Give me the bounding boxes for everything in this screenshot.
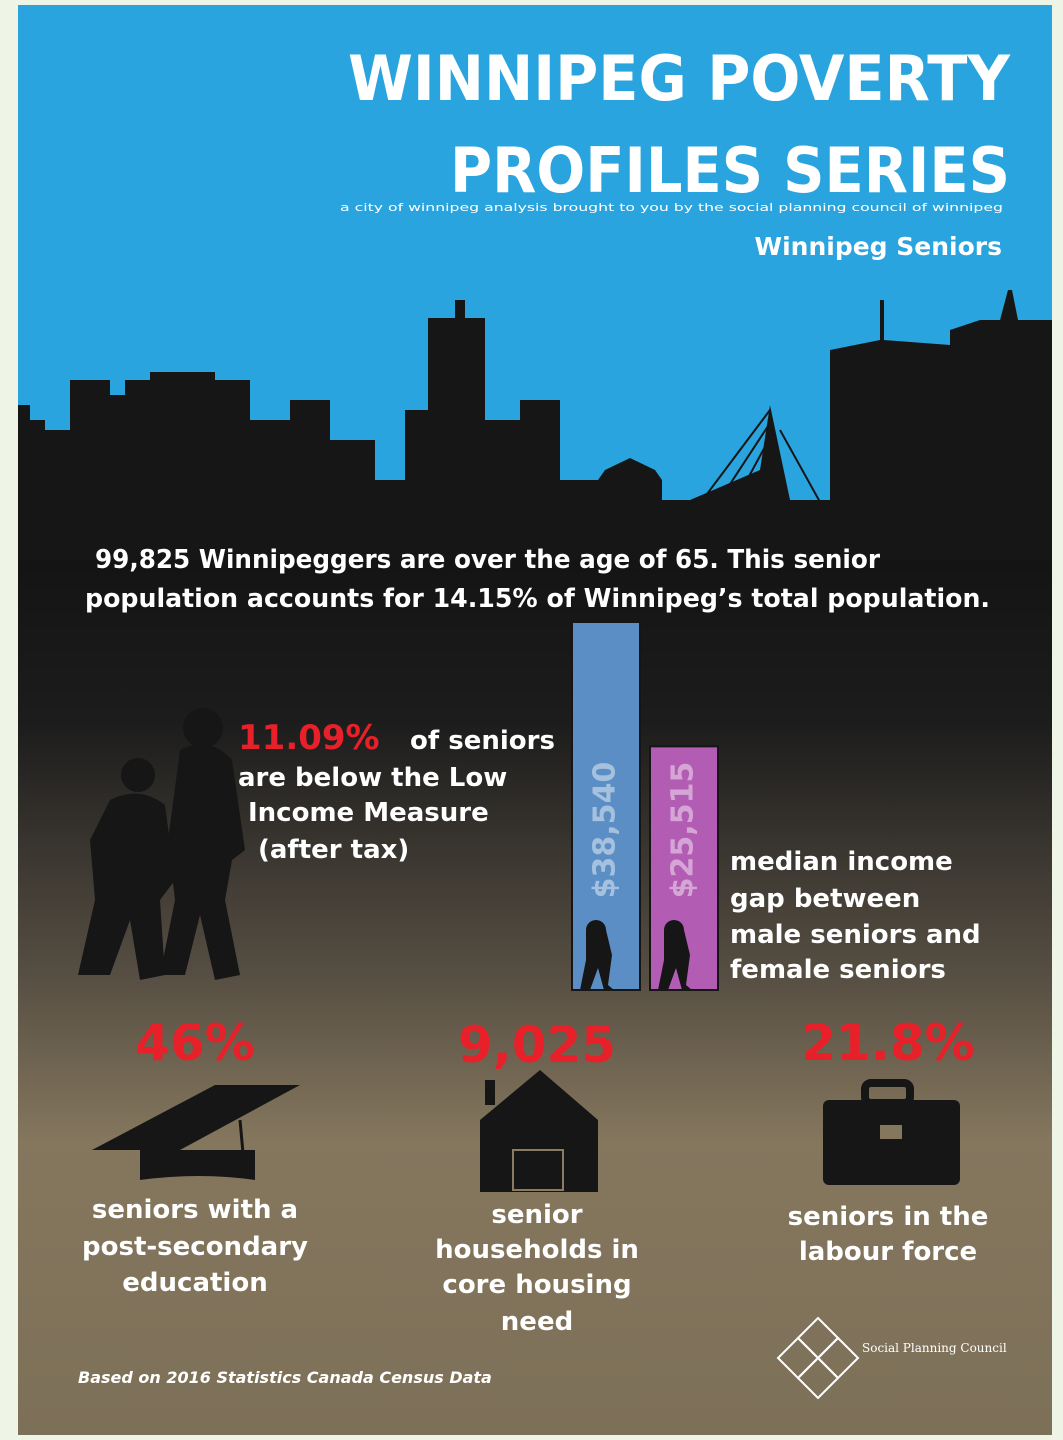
stat-text: households in <box>435 1235 639 1265</box>
title: WINNIPEG POVERTY <box>348 42 1011 115</box>
gap-text: gap between <box>730 884 920 914</box>
stat-text: core housing <box>442 1270 631 1300</box>
gap-text: female seniors <box>730 955 946 985</box>
stat-text: education <box>122 1268 267 1298</box>
stat-text: senior <box>491 1200 582 1230</box>
low-income-text: of seniors <box>410 726 555 756</box>
stat-text: seniors with a <box>92 1195 298 1225</box>
bar-label: $25,515 <box>666 762 701 899</box>
stat-text: need <box>501 1307 573 1337</box>
gap-text: male seniors and <box>730 920 981 950</box>
page: WINNIPEG POVERTY PROFILES SERIES a city … <box>0 0 1063 1440</box>
stat-text: post-secondary <box>82 1232 308 1262</box>
topic: Winnipeg Seniors <box>755 232 1002 261</box>
poster: WINNIPEG POVERTY PROFILES SERIES a city … <box>0 0 1063 1440</box>
title: PROFILES SERIES <box>450 134 1010 207</box>
intro: 99,825 Winnipeggers are over the age of … <box>95 545 880 575</box>
head <box>121 758 155 792</box>
stat-value: 46% <box>135 1014 255 1072</box>
stat-text: labour force <box>799 1237 977 1267</box>
cap-base <box>140 1150 255 1180</box>
intro: population accounts for 14.15% of Winnip… <box>85 584 990 614</box>
head <box>183 708 223 748</box>
low-income-text: are below the Low <box>238 763 507 793</box>
chimney <box>485 1080 495 1105</box>
low-income-stat: 11.09% <box>238 718 380 758</box>
source: Based on 2016 Statistics Canada Census D… <box>78 1368 492 1387</box>
low-income-text: Income Measure <box>248 798 489 828</box>
gap-text: median income <box>730 847 953 877</box>
subtitle: a city of winnipeg analysis brought to y… <box>340 201 1003 214</box>
case <box>823 1100 960 1185</box>
stat-value: 9,025 <box>458 1016 616 1074</box>
logo-text: Social Planning Council <box>862 1341 1007 1355</box>
low-income-text: (after tax) <box>258 835 409 865</box>
stat-value: 21.8% <box>801 1014 974 1072</box>
clasp <box>880 1125 902 1139</box>
stat-text: seniors in the <box>788 1202 989 1232</box>
bar-label: $38,540 <box>588 762 623 899</box>
